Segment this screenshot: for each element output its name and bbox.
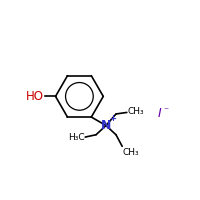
Text: +: + xyxy=(109,114,116,123)
Text: N: N xyxy=(101,119,111,132)
Text: ⁻: ⁻ xyxy=(163,106,168,116)
Text: I: I xyxy=(158,107,161,120)
Text: CH₃: CH₃ xyxy=(123,148,140,157)
Text: HO: HO xyxy=(26,90,44,103)
Text: CH₃: CH₃ xyxy=(128,107,144,116)
Text: H₃C: H₃C xyxy=(68,133,84,142)
